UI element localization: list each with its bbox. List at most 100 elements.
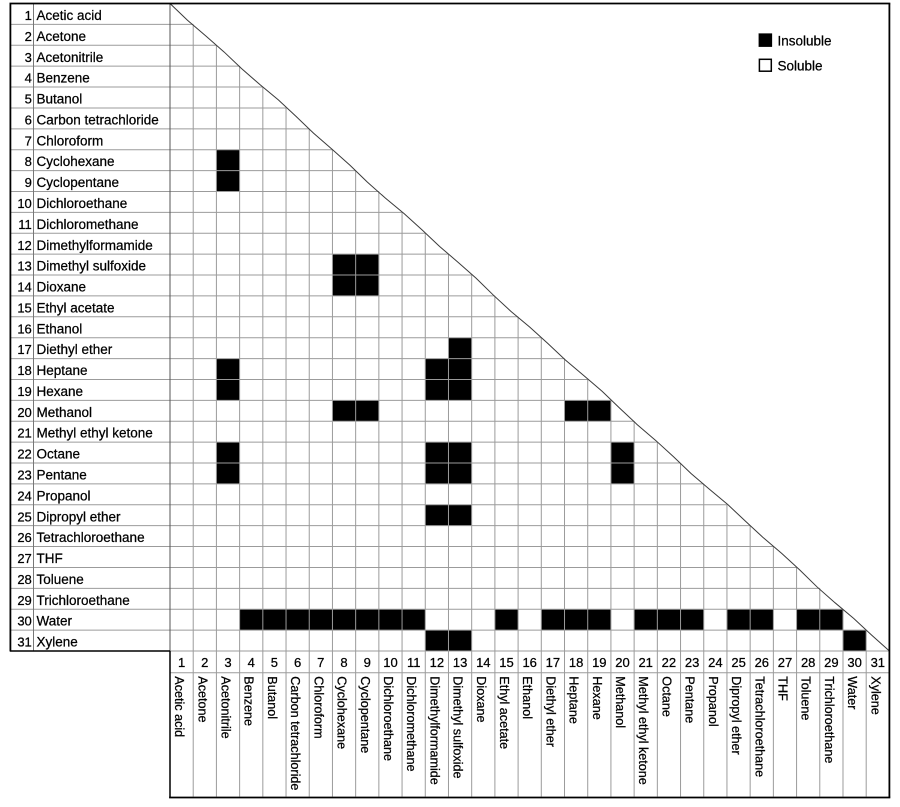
svg-text:Acetone: Acetone [37,29,87,44]
svg-text:Xylene: Xylene [868,676,882,715]
svg-text:Propanol: Propanol [706,676,720,726]
svg-text:3: 3 [25,50,32,65]
svg-text:20: 20 [615,655,629,670]
svg-text:Acetic acid: Acetic acid [37,8,102,23]
svg-text:11: 11 [18,217,32,232]
svg-text:Benzene: Benzene [37,71,90,86]
svg-text:Ethyl acetate: Ethyl acetate [37,300,115,315]
svg-text:26: 26 [755,655,769,670]
svg-text:2: 2 [201,655,208,670]
svg-text:Dichloroethane: Dichloroethane [37,196,128,211]
svg-text:Water: Water [845,676,859,709]
svg-text:28: 28 [17,572,31,587]
svg-text:Heptane: Heptane [37,363,88,378]
svg-text:3: 3 [224,655,231,670]
svg-text:30: 30 [847,655,861,670]
svg-text:16: 16 [522,655,536,670]
svg-text:Tetrachloroethane: Tetrachloroethane [37,530,145,545]
svg-text:Pentane: Pentane [683,676,697,723]
svg-text:Ethyl acetate: Ethyl acetate [497,676,511,749]
svg-text:9: 9 [25,175,32,190]
svg-text:Cyclohexane: Cyclohexane [37,154,115,169]
svg-text:28: 28 [801,655,815,670]
svg-text:Xylene: Xylene [37,635,78,650]
svg-text:Dichloromethane: Dichloromethane [404,676,418,771]
svg-text:Methyl ethyl ketone: Methyl ethyl ketone [37,426,153,441]
svg-text:Octane: Octane [659,676,673,717]
svg-text:27: 27 [17,551,31,566]
svg-text:31: 31 [17,635,31,650]
svg-text:Cyclopentane: Cyclopentane [358,676,372,753]
svg-text:Acetonitrile: Acetonitrile [219,676,233,738]
svg-text:Dimethyl sulfoxide: Dimethyl sulfoxide [451,676,465,778]
svg-text:Dipropyl ether: Dipropyl ether [37,509,122,524]
svg-text:31: 31 [871,655,885,670]
svg-text:Dioxane: Dioxane [474,676,488,722]
svg-text:6: 6 [294,655,301,670]
svg-text:30: 30 [17,614,31,629]
svg-text:Trichloroethane: Trichloroethane [822,676,836,763]
svg-text:16: 16 [17,321,31,336]
svg-text:11: 11 [407,655,421,670]
svg-text:18: 18 [17,363,31,378]
svg-text:15: 15 [499,655,513,670]
svg-text:9: 9 [364,655,371,670]
svg-text:2: 2 [25,29,32,44]
svg-text:Acetic acid: Acetic acid [172,676,186,737]
svg-text:13: 13 [453,655,467,670]
svg-text:24: 24 [17,488,31,503]
svg-text:Benzene: Benzene [242,676,256,726]
svg-text:17: 17 [17,342,31,357]
svg-text:22: 22 [17,447,31,462]
svg-text:Ethanol: Ethanol [520,676,534,719]
svg-text:22: 22 [662,655,676,670]
svg-text:25: 25 [731,655,745,670]
svg-text:18: 18 [569,655,583,670]
svg-text:Butanol: Butanol [265,676,279,719]
svg-text:24: 24 [708,655,722,670]
svg-text:Chloroform: Chloroform [311,676,325,738]
svg-text:Methyl ethyl ketone: Methyl ethyl ketone [636,676,650,785]
svg-text:Acetone: Acetone [195,676,209,722]
svg-text:1: 1 [25,8,32,23]
svg-text:25: 25 [17,509,31,524]
svg-text:12: 12 [17,238,31,253]
svg-text:Cyclohexane: Cyclohexane [335,676,349,749]
svg-text:13: 13 [17,259,31,274]
svg-text:Ethanol: Ethanol [37,321,83,336]
svg-text:5: 5 [271,655,278,670]
svg-text:8: 8 [25,154,32,169]
svg-text:Dioxane: Dioxane [37,280,87,295]
svg-text:4: 4 [25,71,32,86]
svg-text:Butanol: Butanol [37,92,83,107]
svg-text:12: 12 [430,655,444,670]
svg-text:Carbon tetrachloride: Carbon tetrachloride [288,676,302,790]
svg-text:7: 7 [25,133,32,148]
svg-text:Water: Water [37,614,73,629]
svg-text:Toluene: Toluene [799,676,813,720]
svg-text:Insoluble: Insoluble [778,33,832,48]
svg-text:Methanol: Methanol [37,405,93,420]
svg-text:Chloroform: Chloroform [37,133,104,148]
svg-text:Dimethylformamide: Dimethylformamide [427,676,441,784]
svg-text:23: 23 [17,468,31,483]
svg-text:Heptane: Heptane [567,676,581,724]
svg-text:7: 7 [317,655,324,670]
svg-text:Diethyl ether: Diethyl ether [543,676,557,747]
svg-text:5: 5 [25,92,32,107]
svg-text:21: 21 [17,426,31,441]
svg-text:Hexane: Hexane [37,384,84,399]
svg-text:14: 14 [476,655,490,670]
svg-text:Carbon tetrachloride: Carbon tetrachloride [37,112,159,127]
svg-text:19: 19 [592,655,606,670]
svg-text:Methanol: Methanol [613,676,627,728]
svg-text:8: 8 [340,655,347,670]
svg-text:Soluble: Soluble [778,59,823,74]
svg-text:Tetrachloroethane: Tetrachloroethane [752,676,766,777]
svg-text:4: 4 [248,655,255,670]
svg-text:Cyclopentane: Cyclopentane [37,175,120,190]
svg-text:6: 6 [25,112,32,127]
svg-text:Dimethyl sulfoxide: Dimethyl sulfoxide [37,259,147,274]
svg-text:Toluene: Toluene [37,572,84,587]
svg-text:THF: THF [776,676,790,701]
